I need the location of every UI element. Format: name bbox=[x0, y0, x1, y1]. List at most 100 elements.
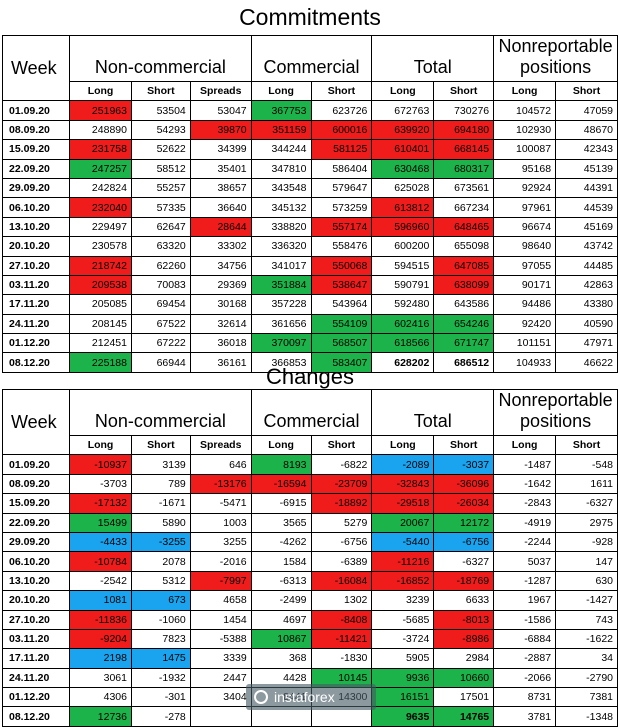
value-cell: -1622 bbox=[555, 628, 618, 650]
week-date-cell: 08.09.20 bbox=[1, 119, 71, 141]
value-cell: 3061 bbox=[69, 667, 132, 689]
table-row: 08.09.20 -3703 789 -13176 -16594 -23709 -32843… bbox=[1, 473, 618, 495]
value-cell: 104572 bbox=[493, 100, 557, 121]
value-cell: 8193 bbox=[250, 454, 312, 475]
value-cell: -3037 bbox=[433, 454, 495, 475]
value-cell: 345132 bbox=[250, 197, 312, 218]
value-cell: -4262 bbox=[250, 531, 312, 553]
col-long: Long bbox=[371, 434, 435, 456]
value-cell: 628202 bbox=[371, 352, 435, 373]
table-row: 03.11.20 -9204 7823 -5388 10867 -11421 -3724 -8… bbox=[1, 628, 618, 650]
week-date-cell: 01.12.20 bbox=[1, 687, 71, 708]
commitments-title: Commitments bbox=[239, 4, 381, 30]
week-date-cell: 06.10.20 bbox=[1, 551, 71, 572]
value-cell: 341017 bbox=[250, 255, 312, 276]
value-cell: 680317 bbox=[433, 158, 495, 179]
watermark: instaforex bbox=[246, 684, 376, 710]
value-cell: 3339 bbox=[189, 648, 252, 669]
value-cell: -3703 bbox=[69, 473, 132, 495]
value-cell: -6756 bbox=[310, 531, 373, 553]
value-cell: 671747 bbox=[433, 333, 495, 354]
value-cell: -1642 bbox=[493, 473, 557, 495]
col-long: Long bbox=[371, 80, 435, 102]
table-row: 08.12.20 225188 66944 36161 366853 583407 6282… bbox=[1, 352, 618, 373]
noncommercial-header: Non-commercial bbox=[69, 389, 252, 436]
value-cell: 90171 bbox=[493, 274, 557, 296]
value-cell: -16852 bbox=[371, 570, 435, 592]
value-cell: 557174 bbox=[310, 216, 373, 238]
value-cell: -1060 bbox=[130, 609, 191, 630]
value-cell: -1287 bbox=[493, 570, 557, 592]
value-cell: 366853 bbox=[250, 352, 312, 373]
value-cell: 55257 bbox=[130, 177, 191, 199]
nonreportable-header: Nonreportable positions bbox=[493, 389, 618, 436]
value-cell: 225188 bbox=[69, 352, 132, 373]
value-cell: 9635 bbox=[371, 706, 435, 727]
value-cell: 613812 bbox=[371, 197, 435, 218]
value-cell: 673 bbox=[130, 590, 191, 611]
week-date-cell: 15.09.20 bbox=[1, 139, 71, 160]
value-cell: -6313 bbox=[250, 570, 312, 592]
table-row: 01.09.20 -10937 3139 646 8193 -6822 -2089 -3037… bbox=[1, 454, 618, 475]
value-cell: 12172 bbox=[433, 512, 495, 533]
value-cell: 3239 bbox=[371, 590, 435, 611]
value-cell: -5388 bbox=[189, 628, 252, 650]
value-cell: 673561 bbox=[433, 177, 495, 199]
value-cell: 53047 bbox=[189, 100, 252, 121]
value-cell: 208145 bbox=[69, 313, 132, 335]
value-cell: 20067 bbox=[371, 512, 435, 533]
value-cell: -1487 bbox=[493, 454, 557, 475]
value-cell: 44391 bbox=[555, 177, 618, 199]
value-cell: 646 bbox=[189, 454, 252, 475]
value-cell: -7997 bbox=[189, 570, 252, 592]
value-cell: 6633 bbox=[433, 590, 495, 611]
col-short: Short bbox=[130, 434, 191, 456]
nonreportable-header: Nonreportable positions bbox=[493, 35, 618, 82]
value-cell: 596960 bbox=[371, 216, 435, 238]
value-cell: -2016 bbox=[189, 551, 252, 572]
week-header: Week bbox=[1, 34, 71, 102]
value-cell: 351159 bbox=[250, 119, 312, 141]
week-date-cell: 27.10.20 bbox=[1, 609, 71, 630]
value-cell: -1427 bbox=[555, 590, 618, 611]
week-date-cell: 15.09.20 bbox=[1, 493, 71, 514]
value-cell: 743 bbox=[555, 609, 618, 630]
table-row: 15.09.20 231758 52622 34399 344244 581125 6104… bbox=[1, 139, 618, 160]
noncommercial-header: Non-commercial bbox=[69, 35, 252, 82]
value-cell: 67222 bbox=[130, 333, 191, 354]
value-cell: 45169 bbox=[555, 216, 618, 238]
value-cell: 46622 bbox=[555, 352, 618, 373]
col-long: Long bbox=[250, 80, 312, 102]
value-cell: -6884 bbox=[493, 628, 557, 650]
value-cell: 231758 bbox=[69, 139, 132, 160]
value-cell: 1584 bbox=[250, 551, 312, 572]
value-cell: 3139 bbox=[130, 454, 191, 475]
value-cell: 33302 bbox=[189, 236, 252, 257]
value-cell: 594515 bbox=[371, 255, 435, 276]
col-long: Long bbox=[69, 80, 132, 102]
value-cell: 16151 bbox=[371, 687, 435, 708]
value-cell: -4919 bbox=[493, 512, 557, 533]
week-date-cell: 13.10.20 bbox=[1, 216, 71, 238]
value-cell: 10867 bbox=[250, 628, 312, 650]
value-cell: 579647 bbox=[310, 177, 373, 199]
week-date-cell: 03.11.20 bbox=[1, 274, 71, 296]
value-cell: 367753 bbox=[250, 100, 312, 121]
table-row: 06.10.20 232040 57335 36640 345132 573259 6138… bbox=[1, 197, 618, 218]
value-cell: -2887 bbox=[493, 648, 557, 669]
value-cell: -23709 bbox=[310, 473, 373, 495]
value-cell: -2244 bbox=[493, 531, 557, 553]
value-cell: 48670 bbox=[555, 119, 618, 141]
value-cell: 694180 bbox=[433, 119, 495, 141]
table-row: 27.10.20 218742 62260 34756 341017 550068 5945… bbox=[1, 255, 618, 276]
value-cell: 10660 bbox=[433, 667, 495, 689]
value-cell: 8731 bbox=[493, 687, 557, 708]
week-date-cell: 17.11.20 bbox=[1, 648, 71, 669]
col-short: Short bbox=[433, 80, 495, 102]
value-cell: 623726 bbox=[310, 100, 373, 121]
col-short: Short bbox=[130, 80, 191, 102]
value-cell: 62647 bbox=[130, 216, 191, 238]
value-cell: 218742 bbox=[69, 255, 132, 276]
value-cell: 47971 bbox=[555, 333, 618, 354]
value-cell: -5471 bbox=[189, 493, 252, 514]
